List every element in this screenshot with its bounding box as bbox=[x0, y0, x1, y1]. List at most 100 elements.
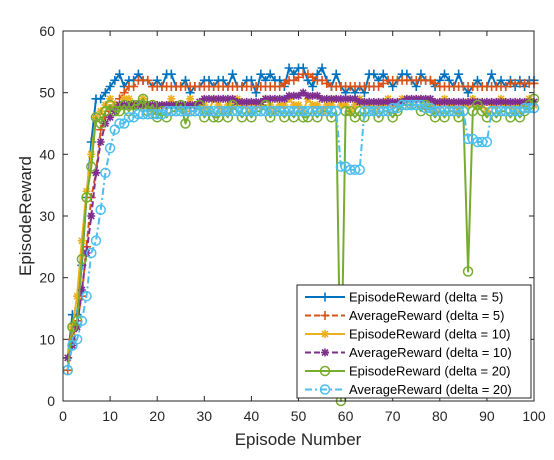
data-point bbox=[76, 315, 88, 327]
data-point bbox=[525, 97, 534, 106]
data-point bbox=[354, 164, 365, 175]
data-point bbox=[299, 88, 308, 97]
legend: EpisodeReward (delta = 5) AverageReward (… bbox=[296, 284, 532, 399]
data-point bbox=[515, 97, 524, 106]
data-point bbox=[285, 91, 294, 100]
data-point bbox=[237, 97, 246, 106]
data-point bbox=[476, 136, 488, 148]
data-point bbox=[223, 94, 232, 103]
data-point bbox=[468, 97, 477, 106]
legend-label: EpisodeReward (delta = 20) bbox=[349, 364, 511, 379]
data-point bbox=[87, 150, 96, 159]
data-point bbox=[233, 97, 242, 106]
data-point bbox=[96, 138, 105, 146]
data-point bbox=[128, 99, 139, 111]
data-point bbox=[511, 97, 520, 106]
data-point bbox=[275, 94, 284, 103]
x-tick-label: 20 bbox=[149, 408, 165, 424]
data-point bbox=[71, 334, 83, 345]
x-tick-label: 80 bbox=[432, 408, 448, 424]
data-point bbox=[459, 97, 468, 106]
data-point bbox=[87, 212, 96, 220]
data-point bbox=[110, 75, 120, 85]
data-point bbox=[91, 168, 100, 177]
data-point bbox=[96, 125, 106, 135]
data-point bbox=[430, 78, 440, 88]
x-tick-label: 0 bbox=[59, 408, 67, 424]
data-point bbox=[407, 94, 416, 103]
x-tick-label: 70 bbox=[385, 408, 401, 424]
data-point bbox=[242, 97, 251, 106]
data-point bbox=[520, 97, 529, 106]
data-point bbox=[275, 101, 284, 109]
y-tick-label: 0 bbox=[47, 393, 55, 409]
data-point bbox=[228, 94, 237, 103]
data-point bbox=[416, 94, 425, 103]
data-point bbox=[151, 109, 163, 120]
data-point bbox=[378, 78, 388, 88]
series-layer bbox=[62, 63, 540, 407]
legend-marker bbox=[321, 330, 329, 338]
data-point bbox=[346, 94, 355, 103]
data-point bbox=[369, 69, 379, 79]
data-point bbox=[289, 75, 299, 85]
data-point bbox=[209, 94, 218, 103]
data-point bbox=[294, 91, 303, 100]
data-point bbox=[105, 82, 115, 91]
data-point bbox=[487, 69, 497, 79]
legend-item: AverageReward (delta = 10) bbox=[305, 345, 512, 360]
data-point bbox=[308, 91, 317, 100]
legend-item: EpisodeReward (delta = 10) bbox=[305, 327, 511, 342]
data-point bbox=[313, 91, 322, 100]
data-point bbox=[308, 72, 318, 82]
data-point bbox=[341, 94, 350, 103]
data-point bbox=[360, 97, 369, 106]
data-point bbox=[326, 105, 337, 117]
data-point bbox=[200, 94, 209, 103]
x-tick-label: 90 bbox=[479, 408, 495, 424]
data-point bbox=[256, 69, 266, 79]
legend-marker bbox=[319, 384, 331, 395]
y-tick-label: 40 bbox=[39, 146, 55, 162]
data-point bbox=[100, 88, 110, 98]
data-point bbox=[86, 161, 97, 172]
data-point bbox=[449, 97, 458, 106]
legend-box bbox=[296, 284, 532, 399]
data-point bbox=[123, 112, 135, 123]
data-point bbox=[378, 69, 388, 79]
data-point bbox=[120, 94, 129, 103]
data-point bbox=[481, 136, 493, 148]
data-point bbox=[115, 69, 125, 79]
data-point bbox=[349, 164, 361, 175]
legend-marker bbox=[319, 365, 331, 377]
data-point bbox=[445, 97, 454, 106]
data-point bbox=[501, 97, 510, 106]
legend-label: AverageReward (delta = 5) bbox=[349, 308, 505, 323]
data-point bbox=[167, 94, 176, 103]
legend-label: EpisodeReward (delta = 10) bbox=[349, 327, 511, 342]
data-point bbox=[336, 101, 345, 109]
data-point bbox=[308, 101, 317, 109]
x-tick-label: 50 bbox=[291, 408, 307, 424]
data-point bbox=[124, 94, 133, 103]
data-point bbox=[166, 69, 176, 79]
x-tick-label: 100 bbox=[522, 408, 546, 424]
data-point bbox=[327, 101, 336, 109]
data-point bbox=[322, 78, 332, 88]
data-point bbox=[327, 94, 336, 103]
data-point bbox=[509, 105, 521, 117]
data-point bbox=[387, 102, 398, 114]
data-point bbox=[478, 97, 487, 106]
data-point bbox=[81, 290, 92, 302]
data-point bbox=[425, 75, 435, 85]
data-point bbox=[431, 97, 440, 106]
data-point bbox=[462, 266, 474, 277]
x-tick-label: 40 bbox=[244, 408, 260, 424]
legend-marker bbox=[321, 348, 329, 357]
data-point bbox=[473, 97, 482, 106]
y-tick-label: 30 bbox=[39, 208, 55, 224]
data-point bbox=[402, 94, 411, 103]
data-point bbox=[195, 97, 204, 106]
data-point bbox=[482, 97, 491, 106]
